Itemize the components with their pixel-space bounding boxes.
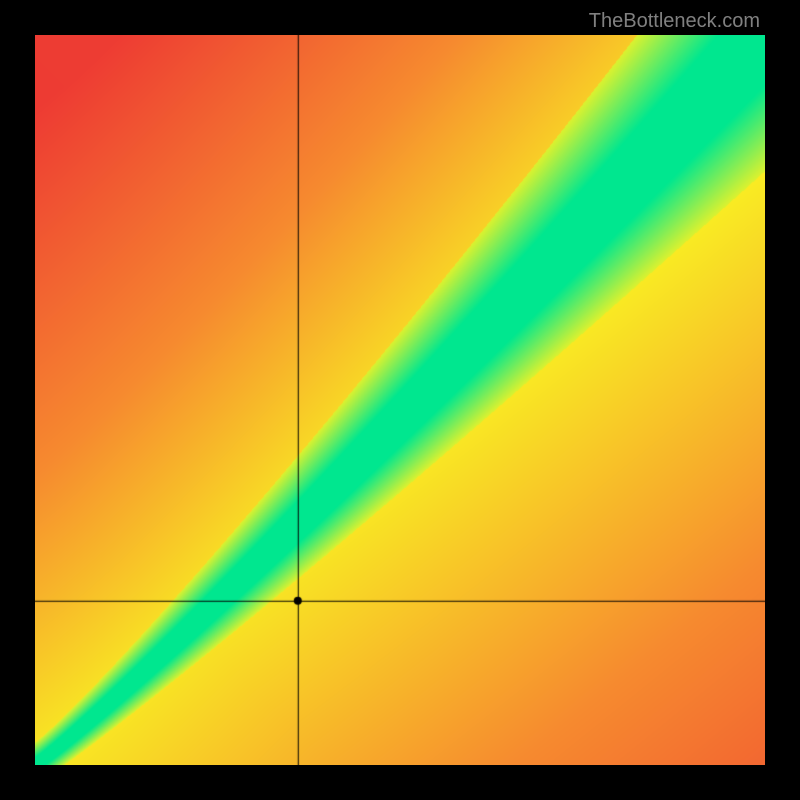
watermark-text: TheBottleneck.com xyxy=(589,10,760,33)
bottleneck-heatmap xyxy=(35,35,765,765)
heatmap-canvas xyxy=(35,35,765,765)
